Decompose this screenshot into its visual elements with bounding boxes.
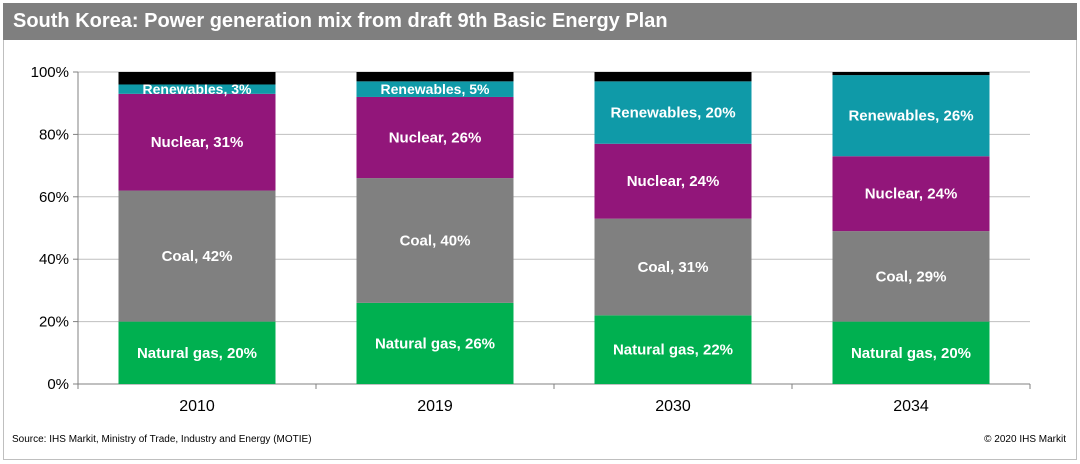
data-label: Nuclear, 31% [151, 134, 244, 151]
data-label: Renewables, 26% [848, 108, 973, 125]
data-label: Renewables, 3% [143, 81, 252, 97]
x-tick-label: 2034 [893, 398, 929, 415]
bar-segment-renewables-2030 [594, 81, 752, 144]
bar-segment-nuclear-2010 [118, 93, 276, 191]
data-label: Renewables, 5% [381, 81, 490, 97]
x-tick-label: 2010 [179, 398, 215, 415]
bar-segment-coal-2034 [832, 231, 990, 322]
y-tick-label: 100% [31, 64, 69, 81]
bar-segment-natural-gas-2034 [832, 321, 990, 384]
bar-segment-coal-2019 [356, 178, 514, 303]
bar-segment-nuclear-2019 [356, 96, 514, 179]
bar-segment-nuclear-2030 [594, 143, 752, 219]
bar-segment-renewables-2019 [356, 81, 514, 97]
data-label: Coal, 31% [638, 259, 709, 276]
x-tick-label: 2019 [417, 398, 453, 415]
y-tick-label: 40% [39, 251, 69, 268]
data-label: Natural gas, 20% [851, 345, 971, 362]
bar-segment-other-2034 [832, 72, 990, 76]
source-note: Source: IHS Markit, Ministry of Trade, I… [12, 434, 312, 445]
data-label: Natural gas, 26% [375, 335, 495, 352]
data-label: Nuclear, 24% [865, 186, 958, 203]
y-tick-label: 0% [47, 376, 69, 393]
chart-title: South Korea: Power generation mix from d… [3, 3, 1077, 40]
x-tick-label: 2030 [655, 398, 691, 415]
bar-segment-other-2019 [356, 72, 514, 82]
bar-segment-renewables-2034 [832, 75, 990, 157]
bar-segment-coal-2010 [118, 190, 276, 322]
bar-segment-nuclear-2034 [832, 156, 990, 232]
chart-frame [3, 40, 1077, 460]
bar-segment-renewables-2010 [118, 84, 276, 94]
y-tick-label: 60% [39, 189, 69, 206]
data-label: Natural gas, 22% [613, 342, 733, 359]
bar-segment-natural-gas-2019 [356, 302, 514, 384]
data-label: Coal, 42% [162, 248, 233, 265]
copyright-note: © 2020 IHS Markit [984, 434, 1066, 445]
y-tick-label: 20% [39, 314, 69, 331]
data-label: Coal, 29% [876, 268, 947, 285]
bar-segment-coal-2030 [594, 218, 752, 316]
y-tick-label: 80% [39, 126, 69, 143]
data-label: Natural gas, 20% [137, 345, 257, 362]
data-label: Nuclear, 26% [389, 130, 482, 147]
bar-segment-natural-gas-2030 [594, 315, 752, 384]
data-label: Renewables, 20% [610, 105, 735, 122]
bar-segment-other-2030 [594, 72, 752, 82]
data-label: Nuclear, 24% [627, 173, 720, 190]
bar-segment-other-2010 [118, 72, 276, 85]
bar-segment-natural-gas-2010 [118, 321, 276, 384]
data-label: Coal, 40% [400, 232, 471, 249]
